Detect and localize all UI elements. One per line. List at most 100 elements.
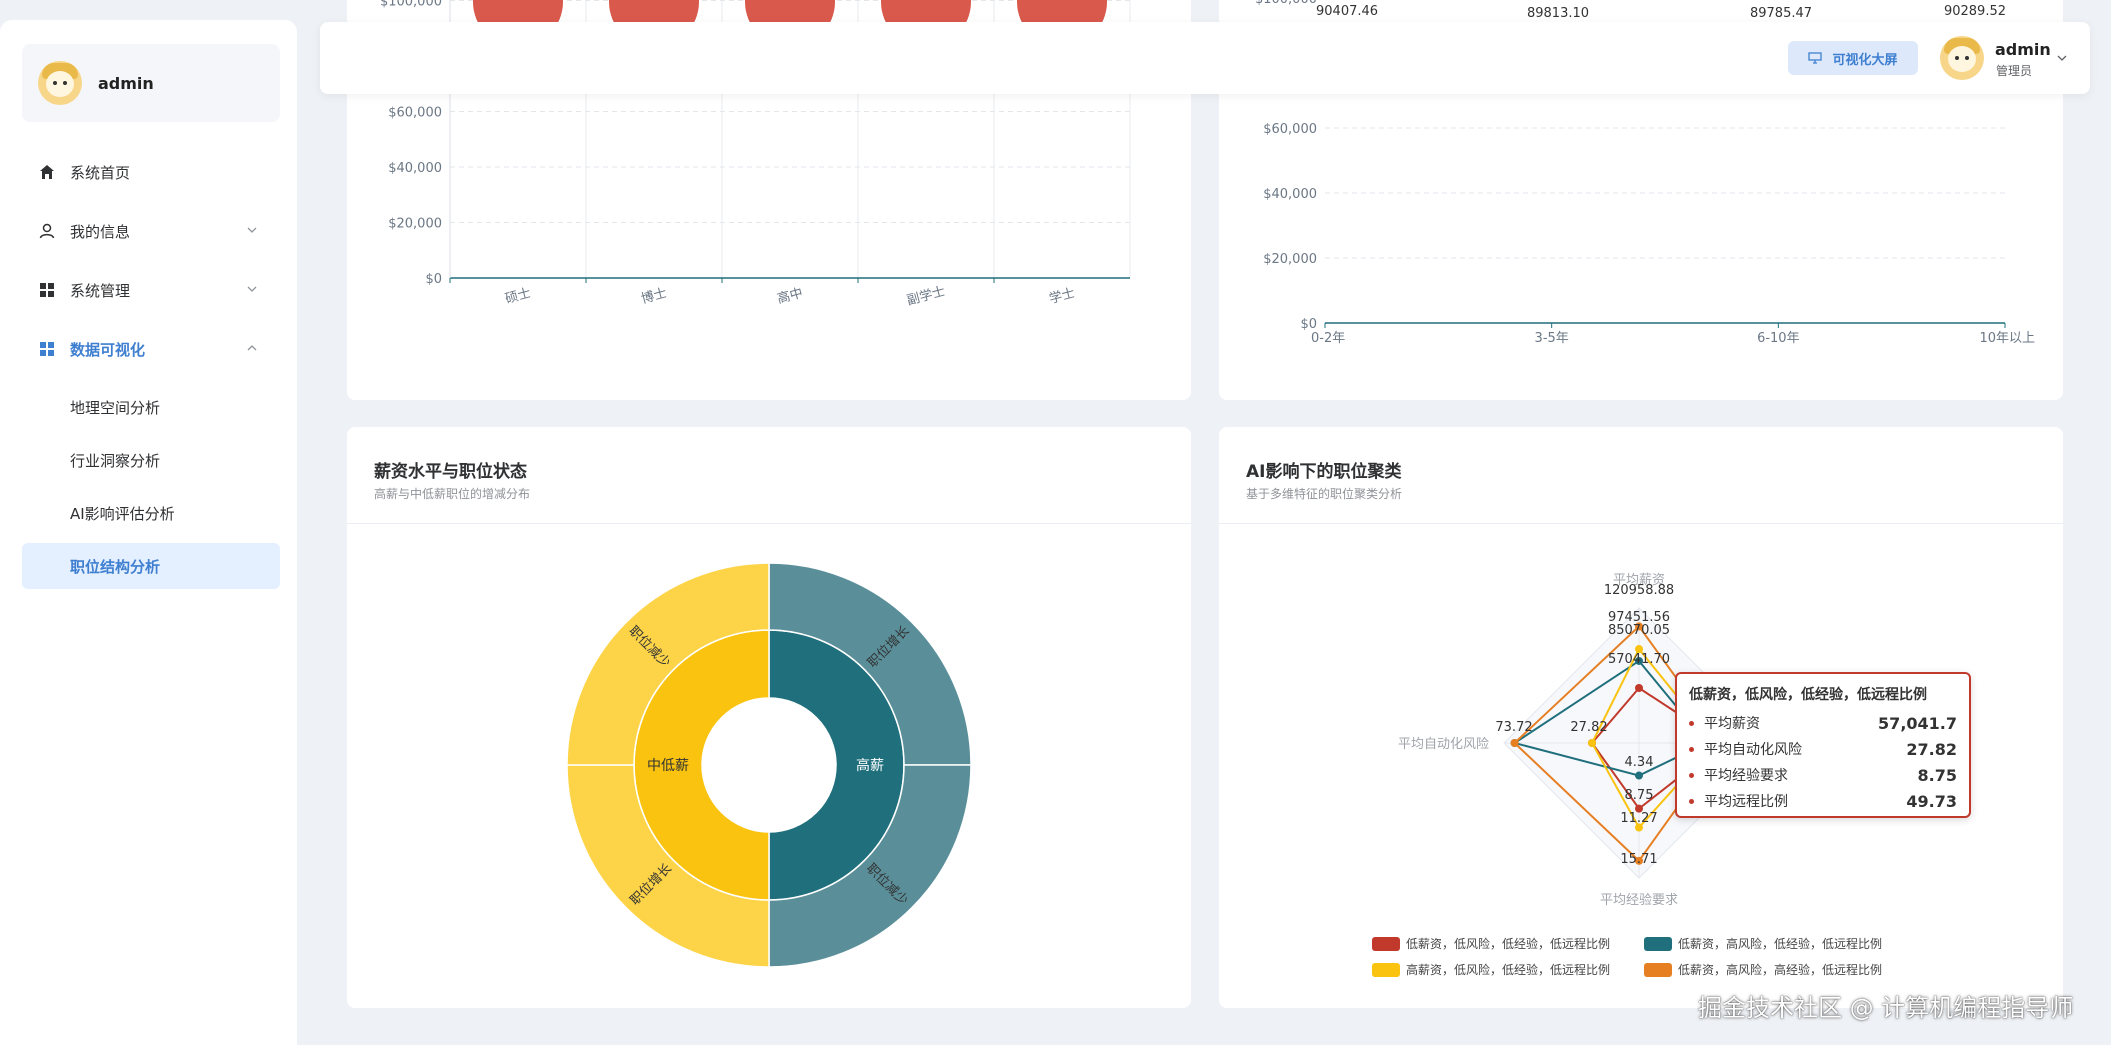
watermark: 掘金技术社区 @ 计算机编程指导师 [1698, 994, 2074, 1022]
tooltip-label: 平均远程比例 [1704, 794, 1788, 810]
y-tick-label: $100,000 [1255, 0, 1317, 7]
radar-point [1635, 771, 1643, 780]
radar-value-label: 27.82 [1570, 720, 1607, 735]
tooltip-value: 49.73 [1906, 791, 1957, 811]
radar-value-label: 73.72 [1495, 720, 1532, 735]
radar-value-label: 97451.56 [1608, 610, 1670, 625]
outer-slice [566, 562, 770, 766]
x-tick-label: 副学士 [905, 283, 947, 309]
sidebar-item-label: 系统管理 [70, 281, 131, 300]
y-tick-label: $40,000 [388, 161, 442, 176]
legend-item-2[interactable]: 高薪资，低风险，低经验，低远程比例 [1372, 961, 1610, 978]
home-icon [38, 163, 56, 181]
radar-indicator-label: 平均薪资 [1613, 573, 1665, 588]
radar-point [1635, 683, 1643, 692]
visual-screen-button[interactable]: 可视化大屏 [1788, 41, 1918, 75]
x-tick-label: 3-5年 [1535, 331, 1569, 346]
sidebar-subitem-geo[interactable]: 地理空间分析 [22, 384, 280, 430]
sidebar-subitem-label: 行业洞察分析 [70, 451, 161, 470]
radar-value-label: 11.27 [1620, 811, 1657, 826]
sidebar-item-home[interactable]: 系统首页 [22, 148, 280, 196]
tooltip-row: 平均经验要求 8.75 [1689, 762, 1957, 788]
radar-value-label: 85070.05 [1608, 623, 1670, 638]
sidebar-menu: 系统首页 我的信息 系统管理 数据可视化 地理空间分析 行业洞察分析 AI影响评… [22, 148, 280, 596]
tooltip-value: 8.75 [1917, 765, 1957, 785]
top-header: 可视化大屏 admin 管理员 [320, 22, 2090, 94]
radar-point [1635, 823, 1643, 832]
legend-item-1[interactable]: 低薪资，高风险，低经验，低远程比例 [1644, 935, 1882, 952]
data-label: 90289.52 [1944, 4, 2006, 19]
outer-slice [768, 764, 972, 968]
sidebar-user-card[interactable]: admin [22, 44, 280, 122]
sidebar-subitem-ai-impact[interactable]: AI影响评估分析 [22, 490, 280, 536]
radar-point [1635, 656, 1643, 665]
radar-indicator-label: 平均经验要求 [1600, 892, 1678, 908]
grid-icon [38, 340, 56, 358]
sidebar-subitem-industry[interactable]: 行业洞察分析 [22, 437, 280, 483]
sidebar-subitem-label: 地理空间分析 [70, 398, 161, 417]
sidebar-item-label: 系统首页 [70, 163, 131, 182]
data-label: 90407.46 [1316, 4, 1378, 19]
sidebar-item-label: 我的信息 [70, 222, 131, 241]
legend-label: 高薪资，低风险，低经验，低远程比例 [1406, 963, 1611, 977]
radar-point [1635, 856, 1643, 865]
tooltip-value: 27.82 [1906, 739, 1957, 759]
y-tick-label: $20,000 [1263, 252, 1317, 267]
legend-item-3[interactable]: 低薪资，高风险，高经验，低远程比例 [1644, 961, 1882, 978]
y-tick-label: $40,000 [1263, 187, 1317, 202]
sidebar-subitem-job-structure[interactable]: 职位结构分析 [22, 543, 280, 589]
chevron-up-icon [247, 345, 257, 351]
tooltip-title: 低薪资，低风险，低经验，低远程比例 [1689, 687, 1927, 703]
y-tick-label: $60,000 [388, 106, 442, 121]
salary-status-card: 薪资水平与职位状态 高薪与中低薪职位的增减分布 高薪 中低薪 职位增长 职位减少 职位增… [347, 427, 1191, 1008]
sidebar-item-my-info[interactable]: 我的信息 [22, 207, 280, 255]
radar-value-label: 4.34 [1625, 755, 1654, 770]
y-tick-label: $60,000 [1263, 122, 1317, 137]
y-tick-label: $100,000 [380, 0, 442, 10]
inner-slice-label: 中低薪 [647, 758, 689, 774]
chevron-down-icon [247, 286, 257, 292]
radar-value-label: 57041.70 [1608, 652, 1670, 667]
radar-value-label: 8.75 [1625, 788, 1654, 803]
x-tick-label: 0-2年 [1311, 331, 1345, 346]
tooltip-value: 57,041.7 [1878, 713, 1957, 733]
grid-icon [38, 281, 56, 299]
tooltip-row: 平均远程比例 49.73 [1689, 788, 1957, 814]
radar-value-label: 15.71 [1620, 852, 1657, 867]
card-subtitle: 基于多维特征的职位聚类分析 [1246, 487, 1403, 501]
card-title: 薪资水平与职位状态 [374, 462, 527, 482]
x-tick-label: 6-10年 [1757, 331, 1800, 346]
radar-value-label: 120958.88 [1604, 583, 1674, 598]
legend-label: 低薪资，高风险，低经验，低远程比例 [1678, 937, 1883, 951]
sidebar-item-data-viz[interactable]: 数据可视化 [22, 325, 280, 373]
data-label: 89813.10 [1527, 6, 1589, 21]
header-avatar[interactable] [1940, 36, 1984, 80]
x-tick-label: 学士 [1047, 285, 1076, 307]
tooltip-label: 平均薪资 [1704, 716, 1760, 732]
radar-point [1510, 739, 1519, 747]
sidebar: admin 系统首页 我的信息 系统管理 数据可视化 [0, 20, 297, 1045]
y-tick-label: $0 [1300, 317, 1317, 332]
x-tick-label: 高中 [775, 285, 804, 307]
chevron-down-icon [247, 227, 257, 233]
legend-label: 低薪资，高风险，高经验，低远程比例 [1678, 963, 1883, 977]
inner-slice-label: 高薪 [856, 757, 884, 774]
y-tick-label: $0 [425, 272, 442, 287]
monitor-icon [1808, 52, 1823, 64]
radar-point [1588, 739, 1597, 747]
sidebar-item-label: 数据可视化 [70, 340, 146, 359]
sidebar-item-system[interactable]: 系统管理 [22, 266, 280, 314]
outer-slice [768, 562, 972, 766]
sidebar-subitem-label: AI影响评估分析 [70, 504, 175, 523]
header-username[interactable]: admin [1995, 40, 2051, 59]
radar-point [1635, 622, 1643, 631]
visual-screen-label: 可视化大屏 [1832, 52, 1898, 68]
tooltip-label: 平均经验要求 [1704, 768, 1788, 784]
experience-line-chart: $0 $20,000 $40,000 $60,000 $100,000 0-2年 90407… [1255, 0, 2035, 346]
chevron-down-icon[interactable] [2056, 52, 2068, 64]
radar-point [1635, 804, 1643, 813]
legend-item-0[interactable]: 低薪资，低风险，低经验，低远程比例 [1372, 935, 1610, 952]
radar-point [1635, 645, 1643, 654]
outer-slice [566, 764, 770, 968]
card-subtitle: 高薪与中低薪职位的增减分布 [374, 487, 531, 501]
